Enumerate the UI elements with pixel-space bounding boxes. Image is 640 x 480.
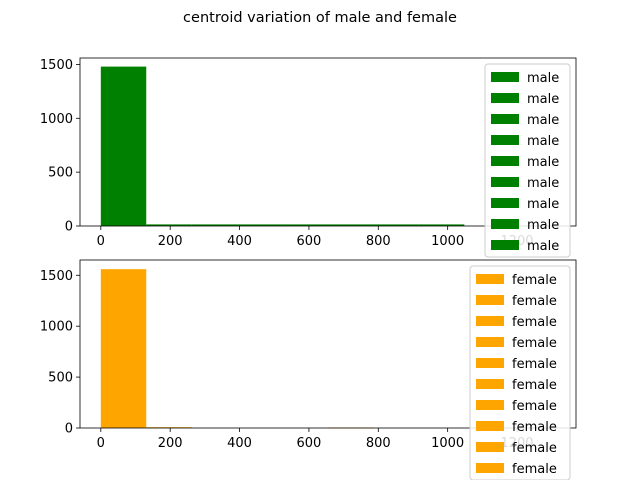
y-tick-label: 1500 <box>40 269 73 284</box>
bar-2 <box>191 224 238 226</box>
x-tick-label: 1000 <box>431 234 464 249</box>
legend-swatch <box>491 72 519 82</box>
legend-swatch <box>491 177 519 187</box>
legend-label: male <box>527 239 559 254</box>
bar-6 <box>373 224 419 226</box>
legend-label: female <box>512 378 557 393</box>
legend-swatch <box>476 337 504 347</box>
legend-label: male <box>527 134 559 149</box>
y-tick-label: 1000 <box>40 320 73 335</box>
legend-label: female <box>512 420 557 435</box>
legend-box <box>484 63 571 258</box>
bar-3 <box>237 224 283 226</box>
legend-label: female <box>512 441 557 456</box>
x-tick-label: 600 <box>297 436 322 451</box>
legend: female female female female female female fema… <box>469 265 571 480</box>
legend-swatch <box>491 156 519 166</box>
legend-label: male <box>527 92 559 107</box>
bar-1 <box>146 224 192 226</box>
bar-5 <box>328 224 374 226</box>
y-tick-label: 0 <box>65 220 73 235</box>
legend-swatch <box>476 358 504 368</box>
x-tick-label: 400 <box>227 234 252 249</box>
legend-label: female <box>512 294 557 309</box>
legend-label: male <box>527 218 559 233</box>
axes-frame <box>79 259 577 429</box>
bar-4 <box>282 224 328 226</box>
subplot-male: 050010001500020040060080010001200malemal… <box>40 57 577 258</box>
bar-0 <box>100 269 147 428</box>
y-tick-label: 1500 <box>40 58 73 73</box>
legend-swatch <box>476 295 504 305</box>
bar-0 <box>100 66 147 226</box>
legend-swatch <box>476 379 504 389</box>
x-tick-label: 800 <box>366 436 391 451</box>
legend-label: female <box>512 357 557 372</box>
y-tick-label: 500 <box>48 371 73 386</box>
legend-swatch <box>476 274 504 284</box>
x-tick-label: 0 <box>97 436 105 451</box>
legend-swatch <box>476 442 504 452</box>
x-tick-label: 800 <box>366 234 391 249</box>
legend: male male male male male male male male male <box>484 63 571 258</box>
y-tick-label: 0 <box>65 422 73 437</box>
legend-swatch <box>476 400 504 410</box>
legend-label: male <box>527 197 559 212</box>
legend-swatch <box>476 421 504 431</box>
x-tick-label: 0 <box>97 234 105 249</box>
x-tick-label: 400 <box>227 436 252 451</box>
x-tick-label: 200 <box>158 436 183 451</box>
bar-7 <box>418 224 465 226</box>
legend-swatch <box>491 198 519 208</box>
legend-swatch <box>491 219 519 229</box>
legend-swatch <box>476 316 504 326</box>
legend-swatch <box>491 114 519 124</box>
legend-swatch <box>491 93 519 103</box>
chart-title: centroid variation of male and female <box>183 10 457 26</box>
legend-label: male <box>527 71 559 86</box>
bar-1 <box>146 427 192 428</box>
legend-swatch <box>476 463 504 473</box>
x-tick-label: 600 <box>297 234 322 249</box>
legend-label: female <box>512 273 557 288</box>
x-tick-label: 200 <box>158 234 183 249</box>
legend-label: female <box>512 336 557 351</box>
y-tick-label: 1000 <box>40 112 73 127</box>
legend-label: female <box>512 462 557 477</box>
legend-label: male <box>527 176 559 191</box>
axes-frame <box>79 57 577 227</box>
subplot-female: 050010001500020040060080010001200femalef… <box>40 259 577 480</box>
legend-label: male <box>527 155 559 170</box>
legend-label: male <box>527 113 559 128</box>
legend-label: female <box>512 315 557 330</box>
legend-label: female <box>512 399 557 414</box>
legend-swatch <box>491 240 519 250</box>
y-tick-label: 500 <box>48 166 73 181</box>
x-tick-label: 1000 <box>431 436 464 451</box>
legend-swatch <box>491 135 519 145</box>
